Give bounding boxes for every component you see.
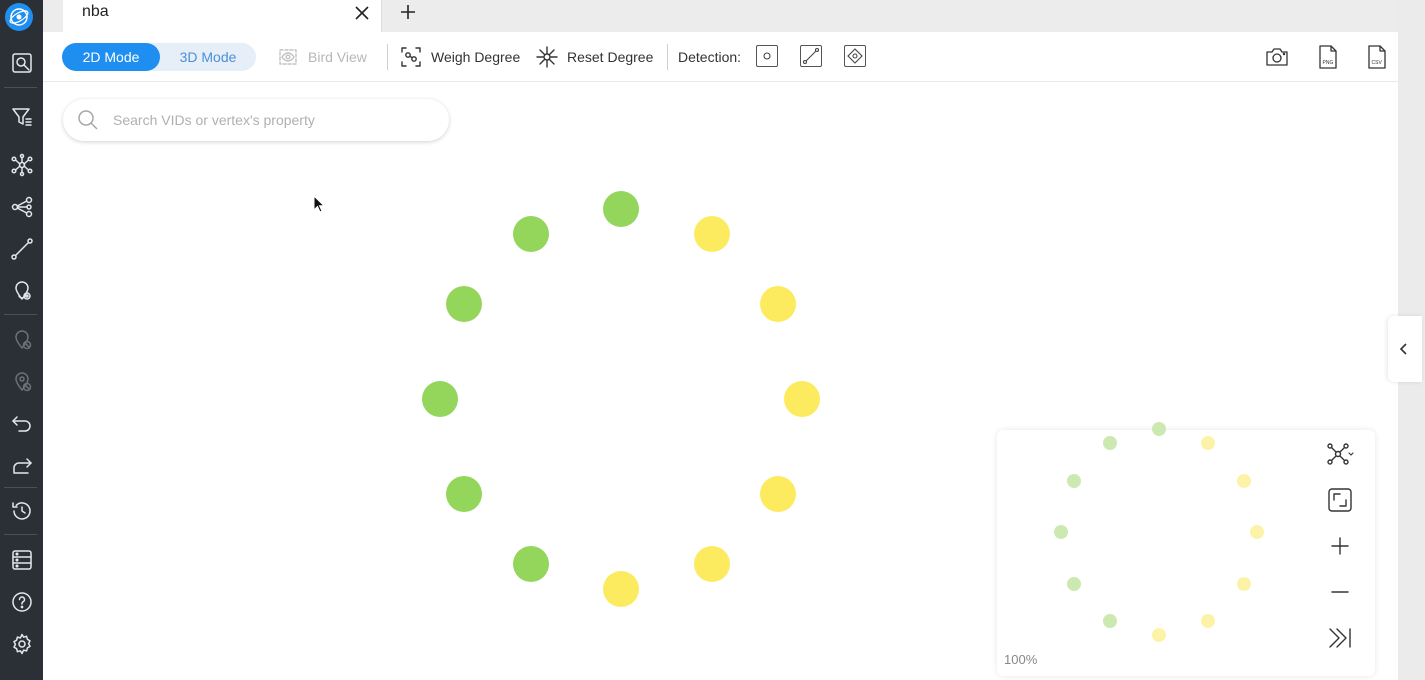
camera-icon [1266, 48, 1288, 66]
minus-icon [1331, 591, 1349, 593]
tab-title: nba [82, 3, 109, 20]
mode-3d-button[interactable]: 3D Mode [179, 49, 237, 65]
reset-degree-button[interactable]: Reset Degree [535, 45, 653, 69]
tab-bar: nba [43, 0, 1398, 32]
svg-text:CSV: CSV [1372, 60, 1383, 66]
minimap-vertex [1250, 525, 1264, 539]
csv-icon: CSV [1368, 45, 1386, 69]
logo-icon[interactable] [5, 3, 33, 31]
sidebar [0, 0, 43, 680]
path-icon[interactable] [0, 232, 43, 266]
graph-vertex[interactable] [693, 545, 730, 582]
graph-vertex[interactable] [759, 476, 796, 512]
search-icon [78, 110, 98, 130]
mode-switch: 2D Mode 3D Mode [62, 43, 256, 71]
export-csv-button[interactable]: CSV [1365, 44, 1389, 70]
collapse-minimap-button[interactable] [1326, 624, 1354, 652]
weigh-degree-icon [401, 47, 421, 67]
close-icon[interactable] [353, 4, 371, 22]
double-chevron-right-icon [1329, 628, 1351, 648]
toolbar: 2D Mode 3D Mode Bird View Weigh Degree R… [43, 32, 1398, 82]
tab-nba[interactable]: nba [63, 0, 382, 32]
snapshot-button[interactable] [1265, 44, 1289, 70]
redo-icon[interactable] [0, 448, 43, 482]
eye-icon [279, 49, 297, 65]
fit-view-button[interactable] [1326, 486, 1354, 514]
minimap-vertex [1201, 614, 1215, 629]
graph-vertex[interactable] [446, 286, 483, 322]
sidebar-divider [4, 534, 37, 535]
weigh-degree-label: Weigh Degree [431, 49, 521, 65]
toolbar-divider [387, 44, 388, 70]
share-icon[interactable] [0, 190, 43, 224]
minimap-viewport[interactable] [997, 422, 1307, 676]
graph-vertex[interactable] [759, 286, 796, 322]
layout-icon [1327, 443, 1354, 465]
detection-label: Detection: [678, 49, 742, 65]
zoom-out-button[interactable] [1326, 578, 1354, 606]
sidebar-divider [4, 87, 37, 88]
zoom-in-button[interactable] [1326, 532, 1354, 560]
svg-text:PNG: PNG [1323, 60, 1334, 66]
search-box [63, 99, 449, 141]
show-icon[interactable] [0, 274, 43, 308]
minimap-vertex [1103, 435, 1117, 450]
hide-all-icon[interactable] [0, 365, 43, 399]
bird-view-label: Bird View [308, 49, 367, 65]
history-icon[interactable] [0, 494, 43, 528]
sidebar-divider [4, 314, 37, 315]
zoom-level: 100% [1004, 652, 1038, 667]
search-input[interactable] [113, 109, 433, 131]
schema-icon[interactable] [0, 543, 43, 577]
mouse-cursor-icon [313, 195, 325, 213]
export-png-button[interactable]: PNG [1316, 44, 1340, 70]
chevron-left-icon [1399, 343, 1407, 355]
add-tab-icon[interactable] [399, 3, 417, 21]
explore-icon[interactable] [0, 46, 43, 80]
collapse-panel-button[interactable] [1388, 316, 1422, 382]
weigh-degree-button[interactable]: Weigh Degree [399, 45, 520, 69]
minimap-vertex [1236, 473, 1251, 488]
sidebar-divider [4, 487, 37, 488]
help-icon[interactable] [0, 585, 43, 619]
minimap-vertex [1054, 525, 1068, 539]
minimap-vertex [1236, 576, 1251, 591]
plus-icon [1331, 537, 1349, 555]
graph-canvas[interactable]: 100% [43, 83, 1422, 680]
graph-vertex[interactable] [603, 191, 639, 227]
filter-icon[interactable] [0, 100, 43, 134]
reset-degree-icon [536, 46, 558, 68]
fit-view-icon [1328, 488, 1352, 512]
undo-icon[interactable] [0, 406, 43, 440]
graph-vertex[interactable] [422, 381, 458, 417]
minimap-vertex [1152, 422, 1166, 436]
edge-detect-icon [802, 47, 820, 65]
minimap-vertex [1201, 435, 1215, 450]
graph-vertex[interactable] [446, 476, 483, 512]
settings-icon[interactable] [0, 627, 43, 661]
png-icon: PNG [1319, 45, 1337, 69]
layout-menu-button[interactable] [1326, 440, 1354, 468]
minimap-vertex [1103, 614, 1117, 629]
graph-vertex[interactable] [512, 545, 549, 582]
toolbar-divider [667, 44, 668, 70]
hide-icon[interactable] [0, 323, 43, 357]
minimap-panel: 100% [997, 422, 1375, 676]
detection-edge-button[interactable] [800, 45, 822, 67]
graph-vertex[interactable] [693, 216, 730, 253]
graph-vertex[interactable] [512, 216, 549, 253]
reset-degree-label: Reset Degree [567, 49, 654, 65]
expand-icon[interactable] [0, 148, 43, 182]
subgraph-detect-icon [847, 48, 863, 64]
minimap-vertex [1067, 576, 1082, 591]
graph-vertex[interactable] [784, 381, 820, 417]
bird-view-button[interactable]: Bird View [276, 45, 367, 69]
node-detect-icon [763, 52, 771, 60]
detection-subgraph-button[interactable] [844, 45, 866, 67]
minimap-vertex [1067, 473, 1082, 488]
graph-vertex[interactable] [603, 571, 639, 607]
mode-2d-button[interactable]: 2D Mode [62, 43, 160, 71]
minimap-vertex [1152, 628, 1166, 642]
detection-node-button[interactable] [756, 45, 778, 67]
